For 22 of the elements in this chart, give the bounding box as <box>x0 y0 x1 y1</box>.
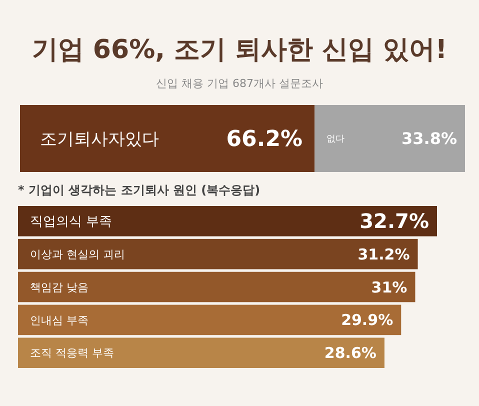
bar <box>18 304 402 336</box>
y-tick-label: 조직 적응력 부족 <box>30 346 114 360</box>
chart-title: 기업 66%, 조기 퇴사한 신입 있어! <box>32 35 448 65</box>
bar <box>18 272 416 302</box>
bar <box>18 206 437 236</box>
bar <box>18 338 384 368</box>
bar <box>18 238 418 270</box>
data-label: 33.8% <box>401 129 457 148</box>
y-tick-label: 이상과 현실의 괴리 <box>30 248 125 261</box>
y-tick-label: 인내심 부족 <box>30 314 88 327</box>
data-label: 31% <box>371 278 408 296</box>
data-label: 66.2% <box>226 127 303 152</box>
chart-subtitle: 신입 채용 기업 687개사 설문조사 <box>156 77 323 90</box>
data-label: 28.6% <box>324 344 376 362</box>
data-label: 32.7% <box>360 209 429 234</box>
series-label: 조기퇴사자있다 <box>40 129 159 150</box>
y-tick-label: 책임감 낮음 <box>30 280 88 294</box>
chart-title: * 기업이 생각하는 조기퇴사 원인 (복수응답) <box>18 183 260 197</box>
y-tick-label: 직업의식 부족 <box>30 214 112 230</box>
data-label: 31.2% <box>358 245 410 264</box>
series-label: 없다 <box>326 134 345 145</box>
data-label: 29.9% <box>341 311 394 330</box>
